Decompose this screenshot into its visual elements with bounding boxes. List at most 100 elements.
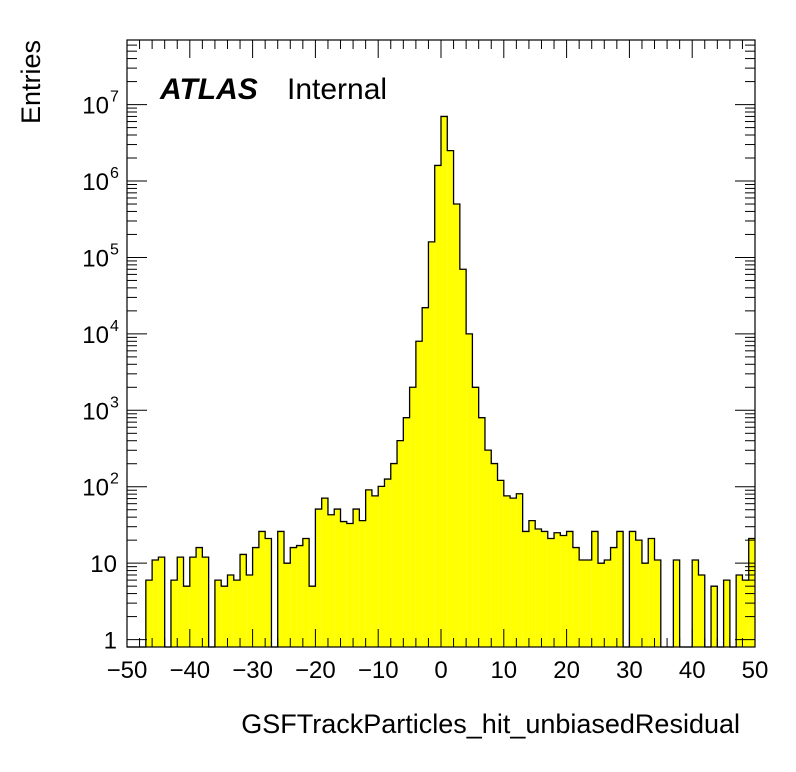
y-tick-label-base: 10	[90, 551, 117, 578]
histogram-bin	[566, 531, 573, 647]
histogram-bin	[484, 450, 492, 647]
histogram-bin	[516, 493, 523, 647]
y-tick-label: 10	[82, 398, 109, 425]
y-tick-label-base: 10	[82, 169, 109, 196]
y-tick-label: 10	[90, 551, 117, 578]
histogram-bin	[648, 538, 655, 647]
y-tick-label-exponent: 5	[110, 241, 119, 258]
y-tick-label-base: 10	[82, 475, 109, 502]
histogram-bin	[503, 495, 511, 647]
histogram-bin	[692, 560, 699, 647]
histogram-bin	[284, 563, 291, 647]
y-tick-label-exponent: 7	[110, 89, 119, 106]
histogram-bin	[585, 560, 592, 647]
histogram-bin	[535, 528, 542, 647]
y-tick-label-exponent: 6	[110, 165, 119, 182]
histogram-bin	[290, 547, 297, 647]
x-tick-label: −20	[295, 657, 336, 684]
histogram-bin	[302, 538, 310, 647]
histogram-bin	[346, 523, 354, 647]
histogram-bin	[202, 557, 209, 647]
histogram-bin	[616, 531, 624, 647]
histogram-bin	[378, 486, 385, 647]
histogram-bin	[265, 538, 272, 647]
histogram-bin	[403, 417, 410, 647]
x-tick-label: 40	[679, 657, 706, 684]
histogram-bin	[309, 586, 316, 647]
histogram-bin	[145, 580, 153, 647]
histogram-bin	[214, 580, 222, 647]
histogram-bin	[698, 575, 705, 647]
histogram-bin	[258, 531, 266, 647]
x-axis-title: GSFTrackParticles_hit_unbiasedResidual	[241, 709, 740, 739]
y-tick-label-exponent: 2	[110, 471, 119, 488]
histogram-bin	[315, 509, 322, 647]
histogram-bin	[554, 532, 561, 647]
histogram-bin	[641, 563, 649, 647]
x-tick-label: 0	[434, 657, 447, 684]
y-tick-label-base: 10	[82, 93, 109, 120]
histogram-bin	[522, 531, 529, 647]
atlas-label: ATLAS	[159, 73, 258, 106]
y-tick-label: 10	[82, 169, 109, 196]
histogram-bin	[478, 417, 485, 647]
histogram-bin	[711, 586, 718, 647]
histogram-bin	[384, 479, 391, 647]
histogram-bin	[227, 575, 234, 647]
histogram-bin	[321, 498, 328, 647]
histogram-bin	[340, 521, 347, 647]
histogram-bin	[152, 560, 159, 647]
x-tick-label: −10	[358, 657, 399, 684]
histogram-bin	[189, 557, 197, 647]
histogram-bin	[572, 547, 580, 647]
histogram-bin	[541, 531, 548, 647]
internal-label: Internal	[287, 73, 387, 106]
x-tick-label: 50	[742, 657, 769, 684]
y-tick-label-base: 1	[104, 628, 117, 655]
histogram-bin	[441, 116, 448, 648]
histogram-bin	[491, 463, 498, 647]
y-tick-label-base: 10	[82, 398, 109, 425]
histogram-bin	[579, 560, 586, 647]
x-tick-label: −50	[107, 657, 148, 684]
histogram-bin	[453, 204, 460, 647]
histogram-bin	[170, 580, 178, 647]
histogram-bars	[127, 115, 755, 648]
histogram-bin	[240, 554, 247, 647]
histogram-bin	[409, 387, 416, 647]
y-tick-label: 10	[82, 322, 109, 349]
x-tick-label: −30	[232, 657, 273, 684]
y-tick-label: 10	[82, 475, 109, 502]
histogram-bin	[598, 563, 605, 647]
histogram-bin	[459, 269, 467, 647]
histogram-bin	[390, 463, 398, 647]
histogram-bin	[547, 538, 555, 647]
histogram-bin	[365, 489, 372, 647]
x-tick-label: 30	[616, 657, 643, 684]
x-tick-label: 10	[490, 657, 517, 684]
histogram-bin	[371, 495, 379, 647]
histogram-bin	[434, 165, 441, 647]
histogram-bin	[327, 514, 335, 647]
histogram-bin	[422, 307, 429, 647]
histogram-bin	[233, 580, 241, 647]
histogram-bin	[528, 520, 536, 647]
histogram-bin	[428, 241, 435, 647]
histogram-bin	[183, 586, 190, 647]
y-tick-label-exponent: 3	[110, 394, 119, 411]
histogram-bin	[736, 575, 743, 647]
histogram-bin	[359, 520, 366, 647]
x-tick-label: 20	[553, 657, 580, 684]
histogram-bin	[158, 557, 165, 647]
y-tick-label: 10	[82, 93, 109, 120]
histogram-bin	[510, 498, 517, 647]
histogram-bin	[673, 560, 680, 647]
histogram-bin	[246, 575, 253, 647]
x-tick-label: −40	[169, 657, 210, 684]
y-tick-label-base: 10	[82, 322, 109, 349]
histogram-bin	[742, 580, 749, 647]
x-tick-labels: −50 −40 −30 −20 −10 0 10 20 30 40 50	[107, 657, 769, 684]
histogram-bin	[397, 440, 404, 647]
histogram-bin	[472, 387, 479, 647]
